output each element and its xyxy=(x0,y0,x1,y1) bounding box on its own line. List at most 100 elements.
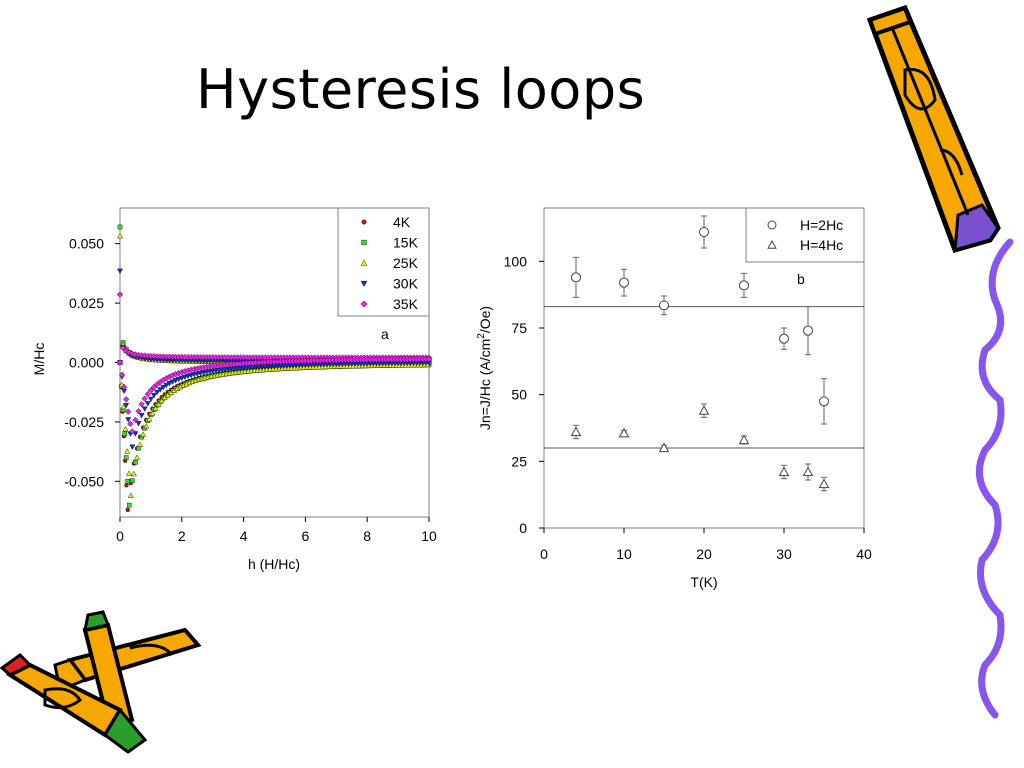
slide-title: Hysteresis loops xyxy=(196,58,646,121)
chart-a-point xyxy=(143,422,150,429)
chart-a-point xyxy=(155,401,162,407)
chart-b-ticks: 0 10 20 30 40 0 25 50 75 100 xyxy=(504,253,872,562)
chart-a-xtick-label: 10 xyxy=(421,528,437,544)
chart-a-point xyxy=(129,444,136,450)
chart-a-legend-label: 15K xyxy=(393,235,419,251)
chart-a-xtick-label: 2 xyxy=(178,528,186,544)
chart-b-ylabel-tail: /Oe) xyxy=(477,306,493,333)
chart-a-point xyxy=(116,291,124,298)
chart-a-xtick-label: 0 xyxy=(116,528,124,544)
chart-b-xtick-label: 10 xyxy=(616,546,632,562)
chart-a-xtick-label: 8 xyxy=(363,528,371,544)
chart-b-legend-box xyxy=(745,207,865,263)
chart-a-legend-marker xyxy=(360,280,368,287)
chart-a-ytick-label: 0.050 xyxy=(69,236,104,252)
chart-a-point xyxy=(147,387,155,394)
chart-a-point xyxy=(425,356,433,363)
chart-b-point xyxy=(618,427,630,438)
chart-a-point xyxy=(126,470,132,476)
chart-b-series-H=2Hc xyxy=(571,215,829,425)
chart-a-point xyxy=(152,405,159,411)
pencil-icon xyxy=(53,627,202,693)
chart-a-point xyxy=(146,416,153,422)
chart-a-point xyxy=(147,396,154,403)
chart-a-ytick-label: 0.000 xyxy=(69,355,104,371)
chart-a-point xyxy=(125,479,131,484)
chart-a-legend-label: 30K xyxy=(393,276,419,292)
chart-b-xtick-label: 30 xyxy=(776,546,792,562)
chart-a-point xyxy=(154,389,161,396)
chart-b-point xyxy=(819,396,829,407)
chart-b-ytick-label: 0 xyxy=(519,520,527,536)
chart-b-xtick-label: 0 xyxy=(540,546,548,562)
chart-a-point xyxy=(178,375,185,382)
chart-b-point xyxy=(802,466,814,477)
chart-a-point xyxy=(163,382,170,389)
chart-a-point xyxy=(144,390,151,398)
chart-a-point xyxy=(123,403,130,409)
chart-a-ytick-label: -0.050 xyxy=(64,473,104,489)
chart-a-point xyxy=(122,426,129,432)
chart-a-point xyxy=(124,448,131,454)
chart-b: 0 10 20 30 40 0 25 50 75 100 T(K) Jn=J/Hc (A/cm2/… xyxy=(476,207,872,590)
chart-b-ylabel-main: Jn=J/Hc (A/cm xyxy=(477,339,493,430)
chart-a-point xyxy=(120,383,128,391)
chart-b-legend-marker xyxy=(767,239,777,249)
chart-a-point xyxy=(181,374,188,380)
chart-b-point xyxy=(571,272,581,283)
chart-a-ytick-label: 0.025 xyxy=(69,295,104,311)
chart-a-point xyxy=(133,460,138,465)
chart-a-legend: 4K 15K 25K 30K 35K xyxy=(360,214,419,312)
chart-b-point xyxy=(570,426,582,437)
chart-a-point xyxy=(135,408,142,415)
chart-a-legend-marker xyxy=(360,259,368,266)
chart-a-annotation: a xyxy=(381,326,389,342)
chart-a-point xyxy=(119,344,127,352)
chart-a-point xyxy=(125,408,132,415)
chart-b-point xyxy=(659,300,669,311)
chart-b-legend-label: H=2Hc xyxy=(800,217,843,233)
chart-a: 0 2 4 6 8 10 0.050 0.025 0.000 -0.025 -0.050 h (H/… xyxy=(31,207,437,572)
chart-b-points xyxy=(570,215,830,492)
chart-b-xlabel: T(K) xyxy=(690,574,717,590)
chart-a-point xyxy=(125,417,132,423)
chart-a-xtick-label: 6 xyxy=(302,528,310,544)
chart-a-point xyxy=(172,378,179,384)
chart-a-point xyxy=(123,396,130,403)
chart-a-point xyxy=(161,394,168,401)
chart-a-point xyxy=(166,381,173,387)
chart-a-point xyxy=(140,431,147,437)
chart-b-point xyxy=(619,277,629,288)
chart-b-ylabel-sup: 2 xyxy=(476,333,487,339)
chart-a-point xyxy=(117,233,123,239)
chart-a-point xyxy=(130,478,135,483)
chart-a-point xyxy=(141,395,148,402)
chart-a-point xyxy=(120,403,127,410)
chart-a-point xyxy=(132,416,139,424)
chart-a-legend-marker xyxy=(361,219,367,225)
chart-b-ylabel: Jn=J/Hc (A/cm2/Oe) xyxy=(476,306,493,430)
chart-b-point xyxy=(698,405,710,415)
chart-a-ylabel: M/Hc xyxy=(31,343,47,376)
chart-b-xtick-label: 20 xyxy=(696,546,712,562)
chart-a-point xyxy=(122,431,127,437)
chart-a-point xyxy=(188,372,195,379)
chart-a-point xyxy=(126,502,132,508)
chart-a-point xyxy=(129,428,136,435)
chart-a-point xyxy=(158,397,165,404)
chart-a-point xyxy=(116,359,124,366)
chart-a-point xyxy=(127,420,134,428)
chart-b-point xyxy=(779,333,789,344)
chart-a-ticks: 0 2 4 6 8 10 0.050 0.025 0.000 -0.025 -0.050 xyxy=(64,236,437,544)
chart-a-legend-marker xyxy=(360,300,368,308)
chart-a-legend-label: 4K xyxy=(393,214,411,230)
chart-a-point xyxy=(126,349,133,356)
squiggle-line xyxy=(975,238,1014,719)
chart-b-point xyxy=(658,442,670,453)
chart-a-point xyxy=(123,347,130,355)
chart-a-ytick-label: -0.025 xyxy=(64,414,104,430)
pencil-icon xyxy=(0,610,148,754)
chart-a-point xyxy=(135,421,142,427)
chart-a-point xyxy=(137,441,144,447)
